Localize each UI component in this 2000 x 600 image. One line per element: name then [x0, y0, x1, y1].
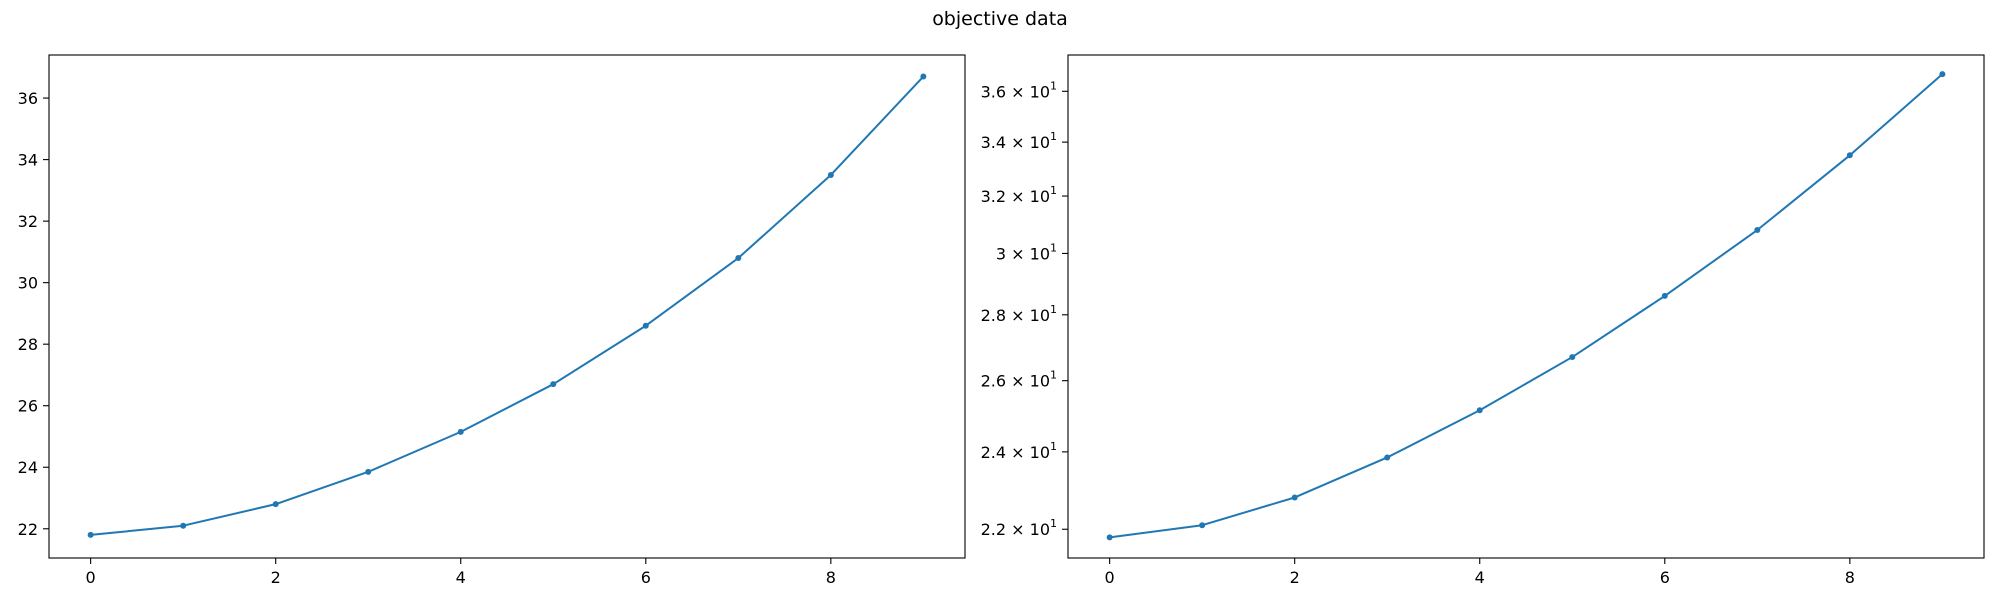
data-point	[550, 381, 557, 388]
right-log-chart: 0 2 4 6 8 2.2 × 101 2.4 × 101 2.6 × 101 2.8 × 10…	[981, 54, 1985, 587]
y-tick-label: 2.4 × 101	[981, 440, 1057, 462]
y-tick-label: 30	[18, 274, 38, 293]
data-point	[1754, 227, 1761, 234]
y-tick-label: 3.2 × 101	[981, 184, 1057, 206]
x-tick-label: 2	[1290, 568, 1300, 587]
data-point	[1199, 522, 1206, 529]
x-tick-label: 0	[1105, 568, 1115, 587]
y-tick-label: 3.4 × 101	[981, 130, 1057, 152]
x-tick-label: 6	[1660, 568, 1670, 587]
y-tick-label: 2.6 × 101	[981, 369, 1057, 391]
y-tick-label: 3 × 101	[996, 241, 1057, 263]
x-tick-label: 8	[826, 568, 836, 587]
y-tick-label: 34	[18, 151, 38, 170]
y-tick-label: 24	[18, 458, 38, 477]
data-point	[1106, 534, 1113, 541]
plot-frame	[48, 54, 966, 559]
data-point	[1661, 292, 1668, 299]
y-tick-label: 26	[18, 397, 38, 416]
series-line	[90, 75, 925, 536]
y-tick-label: 32	[18, 212, 38, 231]
x-tick-label: 8	[1845, 568, 1855, 587]
series-line	[1109, 73, 1944, 539]
data-point	[1291, 494, 1298, 501]
x-tick-label: 2	[271, 568, 281, 587]
data-point	[1384, 454, 1391, 461]
x-tick-label: 6	[641, 568, 651, 587]
data-point	[457, 428, 464, 435]
y-tick-label: 28	[18, 335, 38, 354]
y-tick-label: 2.8 × 101	[981, 303, 1057, 325]
y-tick-label: 36	[18, 89, 38, 108]
data-point	[87, 531, 94, 538]
y-tick-label: 2.2 × 101	[981, 517, 1057, 539]
y-tick-label: 3.6 × 101	[981, 79, 1057, 101]
data-point	[920, 73, 927, 80]
data-point	[272, 501, 279, 508]
x-tick-label: 4	[1475, 568, 1485, 587]
data-point	[642, 322, 649, 329]
data-point	[1569, 354, 1576, 361]
figure-title: objective data	[932, 8, 1068, 30]
y-tick-label: 22	[18, 520, 38, 539]
data-point	[180, 522, 187, 529]
data-point	[827, 171, 834, 178]
data-point	[1846, 152, 1853, 159]
x-tick-label: 0	[86, 568, 96, 587]
data-point	[365, 468, 372, 475]
plot-frame	[1067, 54, 1985, 559]
data-point	[1939, 71, 1946, 78]
x-tick-label: 4	[456, 568, 466, 587]
data-point	[1476, 407, 1483, 414]
data-point	[735, 255, 742, 262]
